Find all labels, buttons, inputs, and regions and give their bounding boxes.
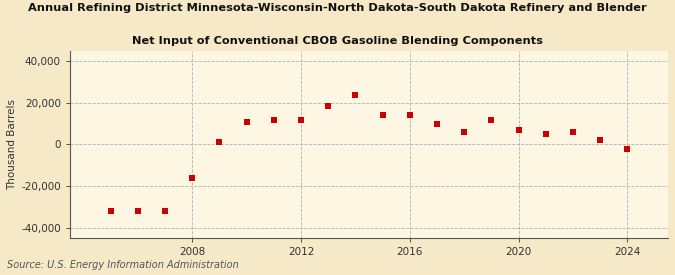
Text: Net Input of Conventional CBOB Gasoline Blending Components: Net Input of Conventional CBOB Gasoline … (132, 36, 543, 46)
Point (296, 117, 306, 122)
Y-axis label: Thousand Barrels: Thousand Barrels (7, 99, 17, 190)
Point (404, 113, 415, 118)
Point (323, 104, 333, 108)
Point (241, 119, 252, 124)
Point (486, 117, 497, 122)
Text: Annual Refining District Minnesota-Wisconsin-North Dakota-South Dakota Refinery : Annual Refining District Minnesota-Wisco… (28, 3, 647, 13)
Point (459, 130, 470, 134)
Point (214, 140, 225, 145)
Point (269, 117, 279, 122)
Point (431, 122, 442, 126)
Point (132, 209, 143, 213)
Point (568, 130, 578, 134)
Point (187, 175, 198, 180)
Point (540, 132, 551, 136)
Point (513, 128, 524, 132)
Point (377, 113, 388, 118)
Point (160, 209, 171, 213)
Point (105, 209, 116, 213)
Point (595, 138, 605, 142)
Point (622, 147, 632, 151)
Point (350, 92, 360, 97)
Text: Source: U.S. Energy Information Administration: Source: U.S. Energy Information Administ… (7, 260, 238, 270)
